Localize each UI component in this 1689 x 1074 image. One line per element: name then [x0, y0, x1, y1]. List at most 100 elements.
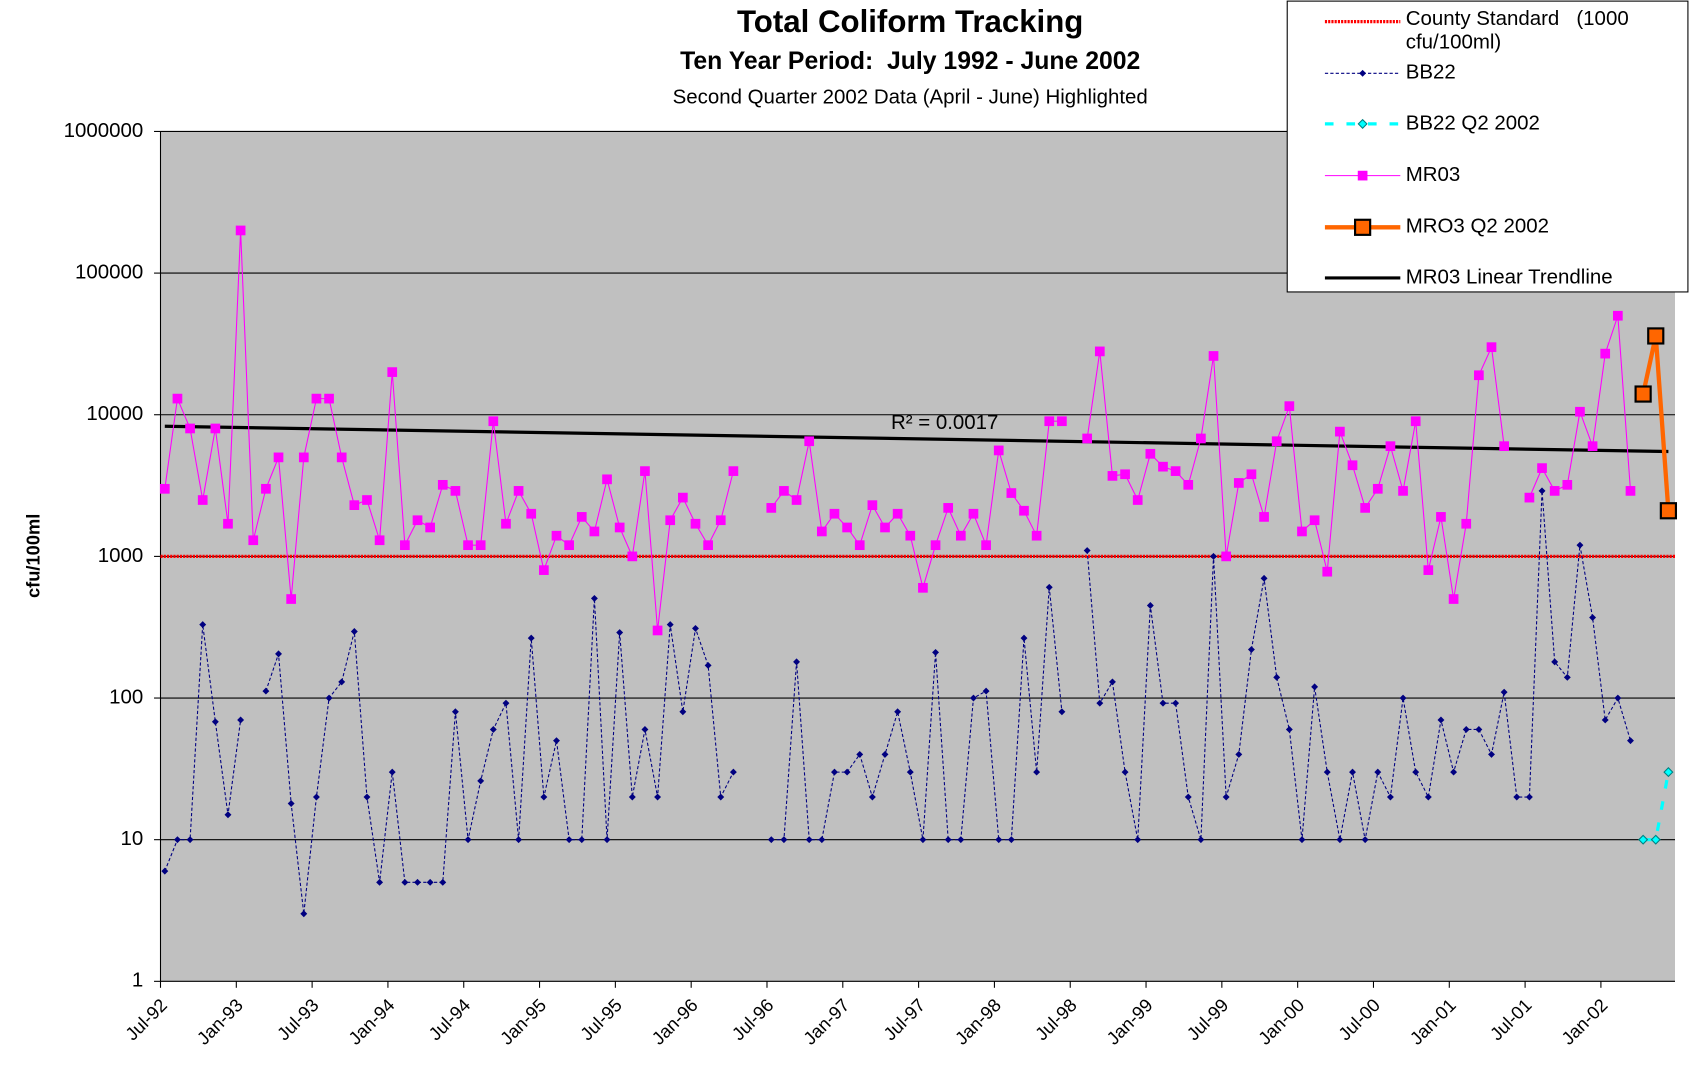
data-point [679, 708, 687, 716]
data-point [1486, 342, 1497, 353]
data-point [1398, 486, 1408, 496]
data-point [932, 648, 940, 656]
data-point [1412, 768, 1420, 776]
legend-entry: County Standard (1000 cfu/100ml) [1406, 8, 1629, 54]
x-tick-label: Jan-99 [1102, 994, 1156, 1048]
data-point [159, 483, 170, 494]
data-point [553, 737, 560, 745]
data-point [1647, 327, 1665, 345]
data-point [224, 811, 232, 819]
data-point [425, 522, 435, 533]
data-point [464, 836, 472, 844]
x-tick-label: Jul-98 [1031, 994, 1081, 1044]
data-point [298, 452, 309, 463]
data-point [286, 594, 297, 604]
data-point [805, 836, 813, 844]
data-point [1562, 479, 1573, 490]
data-point [692, 624, 699, 632]
x-tick-label: Jul-01 [1486, 994, 1536, 1044]
trendline-label: R² = 0.0017 [891, 411, 998, 434]
data-point [1285, 726, 1293, 733]
data-point [880, 522, 890, 533]
data-point [1488, 750, 1495, 758]
data-point [1349, 768, 1356, 776]
data-point [1625, 486, 1636, 496]
y-tick-label: 100000 [75, 261, 143, 284]
data-point [1551, 658, 1559, 666]
data-point [1361, 836, 1369, 844]
data-point [477, 777, 485, 785]
data-point [1475, 726, 1483, 733]
x-tick-label: Jul-93 [273, 994, 323, 1044]
data-point [439, 878, 447, 886]
data-point [1020, 634, 1028, 642]
data-point [1437, 716, 1445, 724]
x-tick-label: Jul-97 [879, 994, 929, 1044]
data-point [338, 678, 346, 686]
y-tick-label: 1 [132, 969, 143, 992]
data-point [1298, 836, 1306, 844]
data-point [387, 367, 398, 377]
data-point [892, 508, 903, 519]
data-point [414, 878, 421, 886]
data-point [793, 658, 801, 666]
data-point [1322, 566, 1333, 577]
x-tick-label: Jul-96 [727, 994, 777, 1044]
data-point [400, 540, 410, 551]
data-point [248, 535, 259, 546]
data-point [1172, 699, 1180, 707]
data-point [816, 526, 827, 537]
data-point [791, 495, 802, 505]
data-point [185, 423, 195, 434]
data-point [401, 878, 409, 886]
data-point [1045, 583, 1053, 591]
data-point [779, 486, 789, 496]
series-line [164, 230, 1632, 631]
x-tick-label: Jan-98 [951, 994, 1005, 1048]
data-point [1184, 793, 1192, 801]
data-point [161, 867, 169, 875]
data-point [1221, 551, 1232, 562]
data-point [261, 483, 271, 494]
data-point [235, 225, 246, 236]
data-point [1347, 460, 1358, 471]
data-point [578, 836, 586, 844]
data-point [1576, 541, 1584, 549]
data-point [1563, 673, 1571, 681]
data-point [717, 793, 725, 801]
data-point [1145, 448, 1156, 459]
data-point [1614, 694, 1622, 702]
x-tick-label: Jan-94 [344, 994, 398, 1048]
data-point [311, 393, 322, 404]
data-point [627, 551, 638, 562]
data-point [1650, 834, 1661, 845]
chart-title: Total Coliform Tracking [737, 4, 1083, 39]
data-point [576, 512, 587, 522]
data-point [489, 726, 497, 733]
data-point [1309, 515, 1320, 526]
data-point [842, 522, 852, 533]
data-point [1096, 699, 1104, 707]
data-point [678, 492, 688, 503]
data-point [363, 793, 371, 801]
data-point [856, 750, 864, 758]
data-point [501, 518, 511, 529]
data-point [1284, 401, 1295, 411]
data-point [868, 793, 876, 801]
data-point [273, 452, 284, 463]
data-point [1057, 416, 1067, 427]
data-point [1134, 836, 1142, 844]
data-point [1336, 836, 1344, 844]
data-point [1549, 486, 1560, 496]
data-point [1386, 793, 1394, 801]
data-point [1132, 495, 1143, 505]
data-point [1461, 518, 1472, 529]
chart-note: Second Quarter 2002 Data (April - June) … [673, 85, 1148, 108]
data-point [1007, 836, 1015, 844]
y-tick-label: 10000 [86, 402, 143, 425]
data-point [918, 582, 928, 593]
data-point [1360, 503, 1370, 513]
data-point [665, 515, 676, 526]
data-point [1448, 594, 1459, 604]
data-point [1410, 416, 1421, 427]
